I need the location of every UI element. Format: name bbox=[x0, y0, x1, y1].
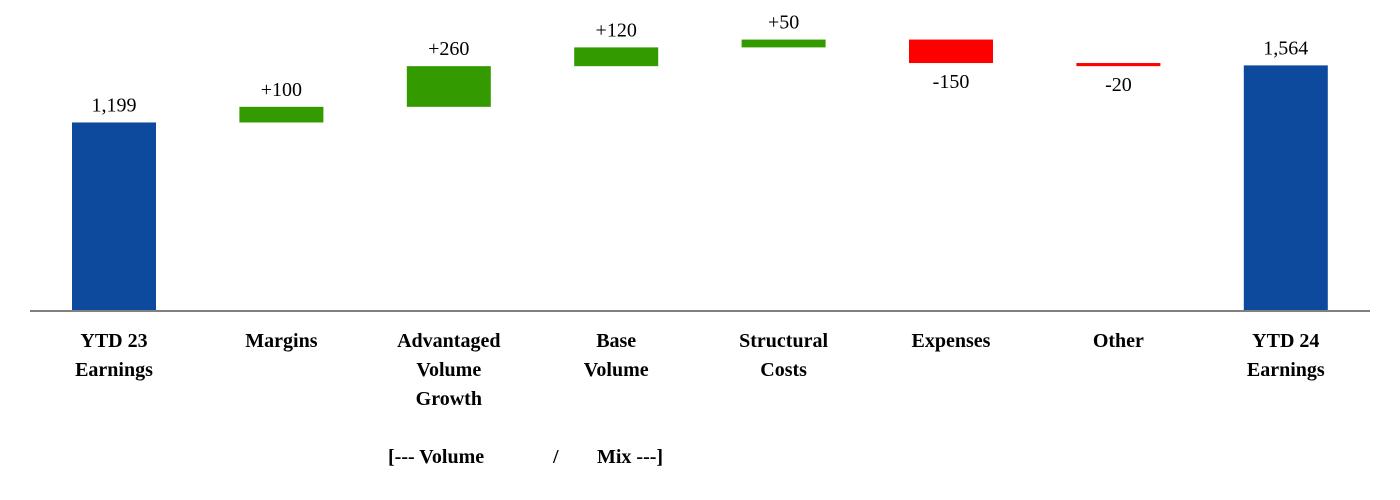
bar-ytd-24-earnings bbox=[1243, 65, 1328, 310]
category-label-base-volume: Base Volume bbox=[584, 330, 649, 381]
bar-other bbox=[1076, 63, 1161, 67]
value-label-base-volume: +120 bbox=[596, 19, 637, 41]
value-label-ytd-23-earnings: 1,199 bbox=[92, 94, 137, 116]
value-label-advantaged-volume-growth: +260 bbox=[428, 38, 469, 60]
bar-structural-costs bbox=[741, 39, 826, 48]
category-label-advantaged-volume-growth: Advantaged Volume Growth bbox=[397, 330, 500, 410]
bar-expenses bbox=[909, 39, 993, 64]
category-label-other: Other bbox=[1093, 330, 1144, 352]
category-label-margins: Margins bbox=[245, 330, 317, 352]
volume-mix-bracket: [--- Volume / Mix ---] bbox=[388, 446, 663, 468]
bar-base-volume bbox=[574, 47, 659, 67]
category-label-ytd-24-earnings: YTD 24 Earnings bbox=[1247, 330, 1325, 381]
value-label-other: -20 bbox=[1105, 74, 1132, 96]
category-label-expenses: Expenses bbox=[912, 330, 991, 352]
bars-group bbox=[72, 39, 1328, 310]
bar-ytd-23-earnings bbox=[72, 122, 156, 310]
bar-advantaged-volume-growth bbox=[406, 66, 491, 107]
value-label-margins: +100 bbox=[261, 79, 302, 101]
bar-margins bbox=[239, 106, 324, 123]
value-labels-group: 1,199 +100 +260 +120 +50 -150 -20 1,564 bbox=[92, 12, 1309, 117]
category-label-ytd-23-earnings: YTD 23 Earnings bbox=[75, 330, 153, 381]
value-label-ytd-24-earnings: 1,564 bbox=[1263, 37, 1308, 59]
value-label-expenses: -150 bbox=[933, 71, 970, 93]
footnote-slash: / bbox=[552, 446, 559, 468]
category-label-structural-costs: Structural Costs bbox=[739, 330, 828, 381]
category-labels-group: YTD 23 Earnings Margins Advantaged Volume Gro… bbox=[75, 330, 1325, 410]
value-label-structural-costs: +50 bbox=[768, 12, 799, 34]
footnote-mix: Mix ---] bbox=[597, 446, 663, 468]
footnote-volume: [--- Volume bbox=[388, 446, 484, 468]
